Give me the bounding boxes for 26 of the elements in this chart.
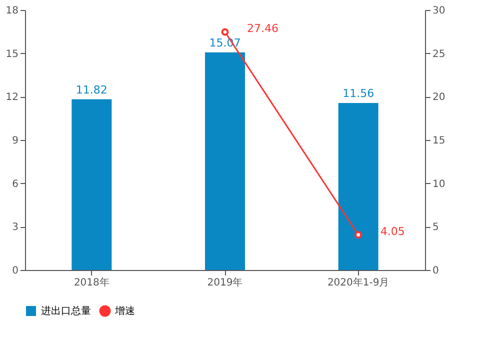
x-tick-label: 2018年 bbox=[74, 276, 110, 288]
y-tick-label: 9 bbox=[12, 136, 18, 146]
data-label: 11.56 bbox=[342, 87, 374, 100]
y2-tick-label: 30 bbox=[432, 6, 446, 16]
y-tick-label: 3 bbox=[12, 222, 18, 234]
data-label: 11.82 bbox=[76, 83, 108, 96]
bar bbox=[338, 103, 378, 270]
x-tick-label: 2020年1-9月 bbox=[327, 276, 390, 288]
y-tick-label: 18 bbox=[6, 6, 18, 16]
y-tick-label: 0 bbox=[12, 266, 18, 276]
bar bbox=[72, 99, 112, 270]
y2-tick-label: 5 bbox=[432, 222, 439, 234]
x-tick-label: 2019年 bbox=[207, 276, 243, 288]
y-tick-label: 12 bbox=[6, 92, 18, 104]
legend-label: 增速 bbox=[114, 305, 135, 317]
bar bbox=[205, 52, 245, 270]
y2-tick-label: 25 bbox=[432, 48, 446, 60]
y2-tick-label: 20 bbox=[432, 92, 446, 104]
y2-tick-label: 10 bbox=[432, 178, 446, 190]
y2-tick-label: 0 bbox=[432, 266, 439, 276]
data-label: 27.46 bbox=[247, 22, 278, 36]
y-tick-label: 6 bbox=[12, 178, 18, 190]
data-label: 4.05 bbox=[380, 224, 405, 238]
y2-tick-label: 15 bbox=[432, 136, 446, 146]
y-tick-label: 15 bbox=[6, 48, 18, 60]
legend-label: 进出口总量 bbox=[41, 305, 91, 317]
